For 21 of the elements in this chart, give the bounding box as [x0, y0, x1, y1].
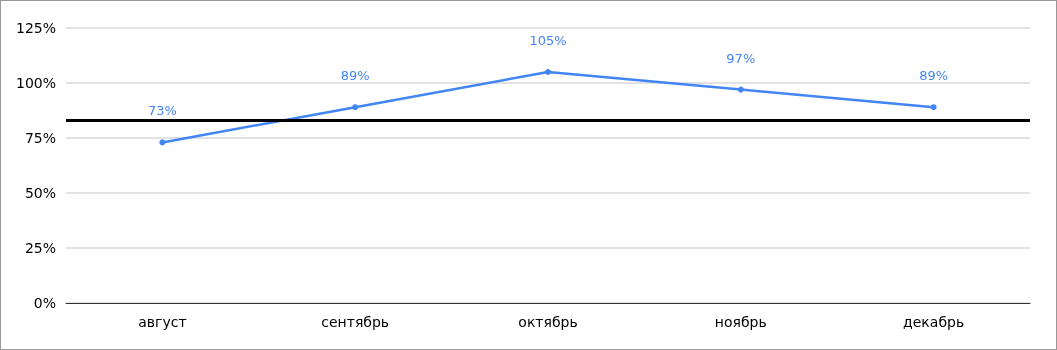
x-tick-label: октябрь — [518, 314, 578, 330]
data-label: 97% — [726, 50, 756, 66]
y-tick-label: 0% — [33, 295, 56, 311]
x-tick-label: сентябрь — [321, 314, 390, 330]
point — [930, 104, 937, 111]
point — [159, 139, 166, 146]
y-tick-label: 25% — [24, 240, 56, 256]
y-tick-label: 100% — [15, 75, 56, 91]
point — [352, 104, 359, 111]
data-label: 105% — [529, 33, 567, 48]
data-label: 89% — [340, 68, 370, 84]
y-tick-label: 50% — [24, 185, 56, 201]
data-label: 89% — [919, 68, 949, 84]
point — [737, 86, 744, 93]
x-tick-label: декабрь — [903, 314, 965, 330]
y-tick-label: 125% — [15, 20, 56, 36]
x-tick-label: август — [138, 314, 187, 330]
y-tick-label: 75% — [24, 130, 56, 146]
data-label: 73% — [147, 103, 177, 119]
x-tick-label: ноябрь — [714, 314, 767, 330]
point — [545, 69, 551, 75]
